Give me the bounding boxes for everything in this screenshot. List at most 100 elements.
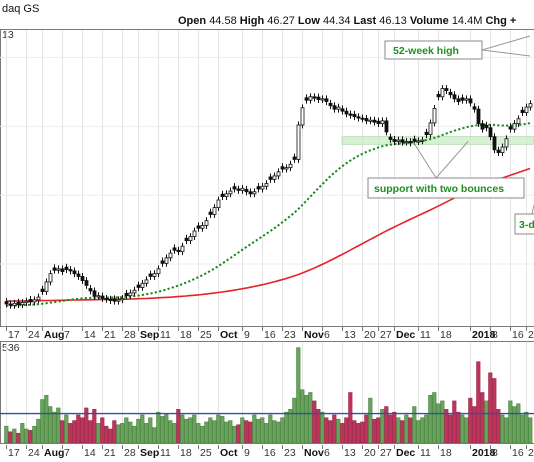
high-value: 46.27 (267, 15, 295, 27)
price-bar (340, 105, 345, 115)
volume-bar (60, 420, 65, 444)
volume-bar (508, 400, 513, 444)
date-tick-label: 6 (324, 447, 330, 459)
date-axis-bottom: 17 24 Aug 7 14 21 28 Sep 11 18 25 Oct 9 16 23 Nov 6 13 20 2… (6, 445, 534, 459)
price-bar (388, 133, 393, 143)
volume-bar (168, 420, 173, 444)
date-tick-label: 2018 (472, 447, 496, 459)
price-bar (20, 299, 25, 309)
date-tick-label: 8 (492, 329, 498, 341)
volume-bar (248, 421, 253, 444)
price-bar (372, 116, 377, 126)
price-bar (148, 270, 153, 280)
date-tick-label: 2018 (472, 329, 496, 341)
date-tick-label: 11 (420, 447, 431, 459)
volume-bar (448, 414, 453, 444)
price-bar (24, 297, 29, 307)
price-bar (420, 136, 425, 145)
volume-bar (400, 420, 405, 444)
volume-bar (200, 425, 205, 444)
volume-bar (444, 409, 449, 444)
price-bar (172, 244, 177, 254)
date-tick-label: 25 (200, 447, 212, 459)
volume-bar (384, 406, 389, 444)
price-bar (244, 185, 249, 196)
price-bar (328, 99, 333, 110)
volume-bar (432, 392, 437, 444)
volume-bar (408, 417, 413, 444)
volume-bar (172, 423, 177, 444)
price-bar (212, 204, 217, 218)
price-bar (168, 249, 173, 262)
volume-bar (416, 420, 421, 444)
price-bar (484, 121, 489, 132)
price-bar (236, 185, 241, 194)
moving-averages (5, 122, 531, 307)
price-bar (428, 119, 433, 139)
price-bar (252, 188, 257, 198)
volume-bar (392, 411, 397, 444)
price-bar (380, 117, 385, 128)
price-bar (100, 292, 105, 302)
date-tick-label: Oct (220, 447, 238, 459)
price-bar (400, 136, 405, 146)
volume-bar (336, 418, 341, 444)
date-tick-label: Sep (140, 329, 159, 341)
volume-bar (496, 409, 501, 444)
date-tick-label: 20 (364, 447, 376, 459)
volume-bar (40, 399, 45, 444)
volume-bar (488, 372, 493, 444)
date-tick-label: Dec (396, 329, 415, 341)
price-bar (188, 233, 193, 245)
price-bar (424, 128, 429, 139)
volume-bar (260, 417, 265, 444)
volume-bar (156, 411, 161, 444)
date-tick-label: 17 (8, 447, 20, 459)
price-bar (200, 222, 205, 232)
volume-bar (104, 425, 109, 444)
annotation-52-week-high: 52-week high (384, 35, 531, 60)
volume-bar (320, 411, 325, 444)
price-bar (332, 102, 337, 113)
volume-bar (356, 423, 361, 444)
price-bar (276, 168, 281, 180)
volume-bar (212, 420, 217, 444)
volume-bar (140, 414, 145, 444)
price-bar (280, 163, 285, 173)
volume-bar (28, 430, 33, 444)
price-bar (336, 103, 341, 113)
symbol-label: daq GS (2, 3, 39, 15)
price-bar (324, 95, 329, 106)
price-bar (488, 124, 493, 141)
price-bar (16, 298, 21, 309)
date-tick-label: 18 (440, 447, 452, 459)
volume-value: 14.4M (452, 15, 483, 27)
low-value: 44.34 (323, 15, 351, 27)
volume-bar (216, 414, 221, 444)
price-bar (516, 115, 521, 128)
volume-bar (244, 420, 249, 444)
price-bar (12, 299, 17, 309)
date-tick-label: 11 (420, 329, 431, 341)
price-bar (224, 190, 229, 201)
price-bar (152, 270, 157, 280)
price-bar (344, 107, 349, 118)
volume-bar (184, 418, 189, 444)
date-tick-label: Aug (44, 329, 64, 341)
volume-bar (296, 347, 301, 444)
date-tick-label: 20 (364, 329, 376, 341)
price-bar (40, 285, 45, 296)
date-tick-label: 25 (200, 329, 212, 341)
price-bar (136, 281, 141, 291)
price-bar (204, 217, 209, 229)
volume-bar (360, 421, 365, 444)
volume-bar (412, 406, 417, 444)
price-bar (296, 121, 301, 163)
price-bar (64, 263, 69, 273)
open-value: 44.58 (209, 15, 237, 27)
date-tick-label: 21 (104, 329, 116, 341)
price-bar (28, 296, 33, 306)
volume-bar (372, 418, 377, 444)
volume-bar (120, 423, 125, 444)
